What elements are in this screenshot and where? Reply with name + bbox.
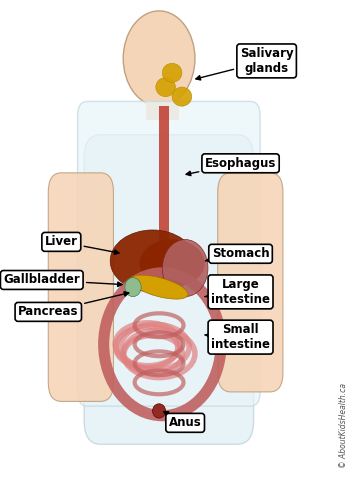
FancyBboxPatch shape — [218, 173, 283, 392]
FancyBboxPatch shape — [48, 173, 114, 401]
Ellipse shape — [125, 278, 141, 297]
Text: Small
intestine: Small intestine — [205, 323, 270, 351]
Ellipse shape — [162, 63, 182, 82]
Ellipse shape — [172, 87, 192, 106]
FancyBboxPatch shape — [78, 102, 260, 406]
Ellipse shape — [153, 404, 166, 418]
Text: Salivary
glands: Salivary glands — [196, 47, 293, 80]
Text: Stomach: Stomach — [205, 247, 269, 262]
Text: Large
intestine: Large intestine — [205, 278, 270, 306]
Ellipse shape — [130, 275, 188, 299]
Ellipse shape — [162, 240, 208, 297]
Ellipse shape — [110, 230, 195, 292]
Text: Gallbladder: Gallbladder — [4, 274, 122, 286]
Text: Anus: Anus — [164, 411, 201, 429]
Ellipse shape — [140, 240, 205, 287]
FancyBboxPatch shape — [84, 135, 253, 445]
Text: © AboutKidsHealth.ca: © AboutKidsHealth.ca — [339, 383, 348, 468]
Text: Liver: Liver — [45, 235, 119, 254]
Text: Esophagus: Esophagus — [186, 157, 276, 176]
Ellipse shape — [156, 78, 176, 97]
FancyBboxPatch shape — [159, 106, 169, 249]
Text: Pancreas: Pancreas — [18, 292, 129, 319]
Ellipse shape — [123, 11, 195, 106]
FancyBboxPatch shape — [146, 73, 179, 120]
